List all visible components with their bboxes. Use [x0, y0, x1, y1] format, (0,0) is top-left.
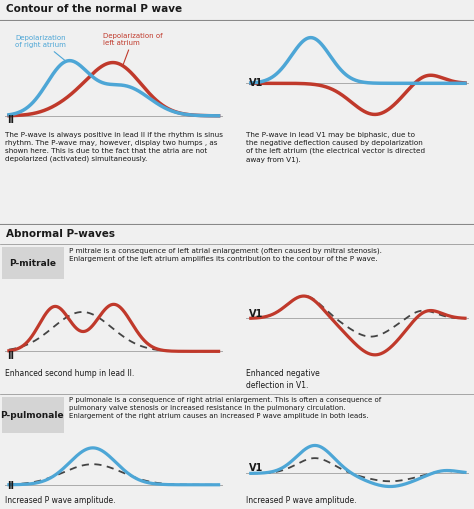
Bar [2, 397, 64, 433]
Text: The P-wave is always positive in lead II if the rhythm is sinus
rhythm. The P-wa: The P-wave is always positive in lead II… [5, 132, 223, 162]
Text: V1: V1 [249, 309, 263, 319]
Text: Enhanced negative
deflection in V1.: Enhanced negative deflection in V1. [246, 369, 320, 389]
Text: Abnormal P-waves: Abnormal P-waves [6, 229, 115, 239]
Text: V1: V1 [249, 463, 263, 472]
Text: Contour of the normal P wave: Contour of the normal P wave [6, 4, 182, 14]
Text: II: II [7, 351, 14, 360]
Text: Enhanced second hump in lead II.: Enhanced second hump in lead II. [5, 369, 134, 377]
Text: Depolarization of
left atrium: Depolarization of left atrium [103, 33, 163, 66]
Text: Increased P wave amplitude.: Increased P wave amplitude. [5, 495, 115, 504]
Bar [2, 247, 64, 279]
Text: Depolarization
of right atrium: Depolarization of right atrium [15, 35, 66, 62]
Text: P pulmonale is a consequence of right atrial enlargement. This is often a conseq: P pulmonale is a consequence of right at… [69, 397, 381, 418]
Text: P-mitrale: P-mitrale [9, 258, 56, 267]
Text: V1: V1 [249, 78, 263, 88]
Text: The P-wave in lead V1 may be biphasic, due to
the negative deflection caused by : The P-wave in lead V1 may be biphasic, d… [246, 132, 426, 163]
Text: P mitrale is a consequence of left atrial enlargement (often caused by mitral st: P mitrale is a consequence of left atria… [69, 247, 382, 262]
Text: Increased P wave amplitude.: Increased P wave amplitude. [246, 495, 357, 504]
Text: P-pulmonale: P-pulmonale [0, 410, 64, 419]
Text: II: II [7, 115, 14, 125]
Text: II: II [7, 480, 14, 490]
